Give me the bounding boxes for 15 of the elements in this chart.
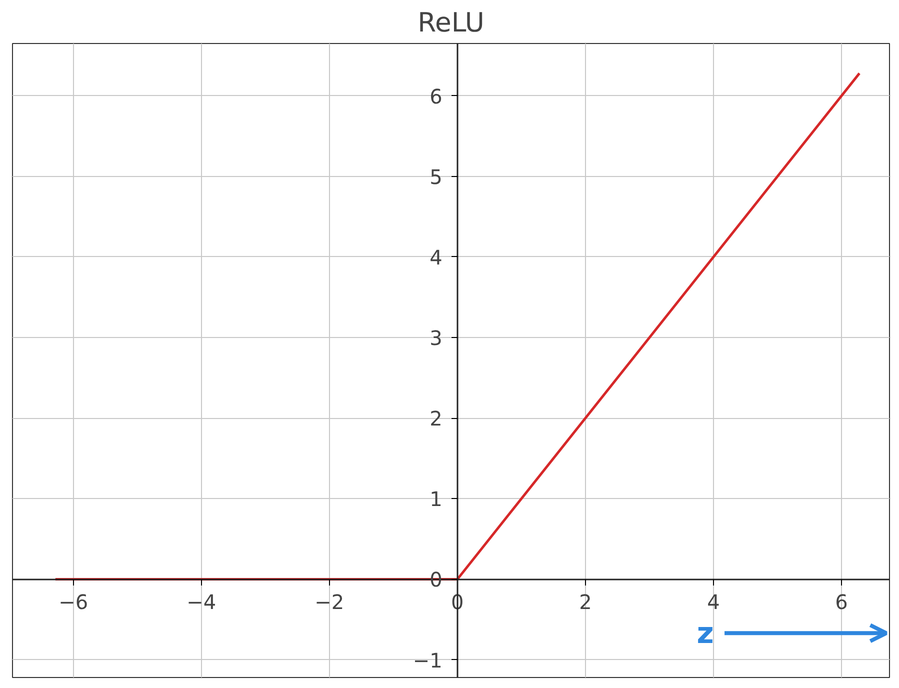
x-tick-label: 4 [707, 590, 720, 614]
chart-title: ReLU [418, 8, 484, 38]
x-tick-label: 6 [835, 590, 848, 614]
x-tick-label: 2 [579, 590, 592, 614]
annotation: z [696, 616, 714, 650]
x-tick-label: −4 [186, 590, 216, 614]
x-tick-label: −6 [58, 590, 88, 614]
x-tick-label: −2 [314, 590, 344, 614]
y-tick-label: 6 [430, 84, 442, 108]
y-tick-label: −1 [412, 648, 442, 672]
y-tick-label: 1 [430, 487, 442, 512]
y-tick-label: 2 [430, 406, 442, 431]
y-tick-label: 3 [430, 326, 442, 350]
y-tick-label: 4 [430, 245, 442, 270]
y-tick-label: 5 [430, 164, 442, 189]
